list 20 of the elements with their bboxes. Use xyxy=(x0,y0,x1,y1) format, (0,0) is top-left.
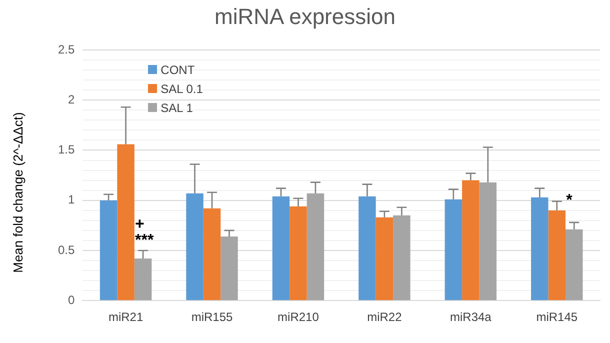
legend-label: CONT xyxy=(160,62,195,76)
annotation: + xyxy=(135,216,144,233)
x-tick-label: miR22 xyxy=(367,310,402,324)
y-tick-label: 0 xyxy=(68,292,75,307)
annotation: * xyxy=(566,192,574,209)
y-axis-title: Mean fold change (2^-ΔΔct) xyxy=(10,111,26,275)
y-tick-label: 0.5 xyxy=(58,242,75,257)
x-tick-label: miR34a xyxy=(450,310,492,324)
x-tick-label: miR210 xyxy=(278,310,320,324)
y-tick-label: 1.5 xyxy=(58,142,75,157)
chart-title: miRNA expression xyxy=(214,4,396,30)
x-tick-label: miR21 xyxy=(108,310,144,324)
y-tick-label: 2 xyxy=(68,92,75,106)
x-tick-label: miR145 xyxy=(536,310,578,324)
y-tick-label: 2.5 xyxy=(58,42,75,56)
legend-label: SAL 1 xyxy=(160,100,193,114)
legend-label: SAL 0.1 xyxy=(160,82,203,96)
annotation: *** xyxy=(135,232,154,249)
x-tick-label: miR155 xyxy=(191,310,234,324)
y-tick-label: 1 xyxy=(68,192,75,207)
